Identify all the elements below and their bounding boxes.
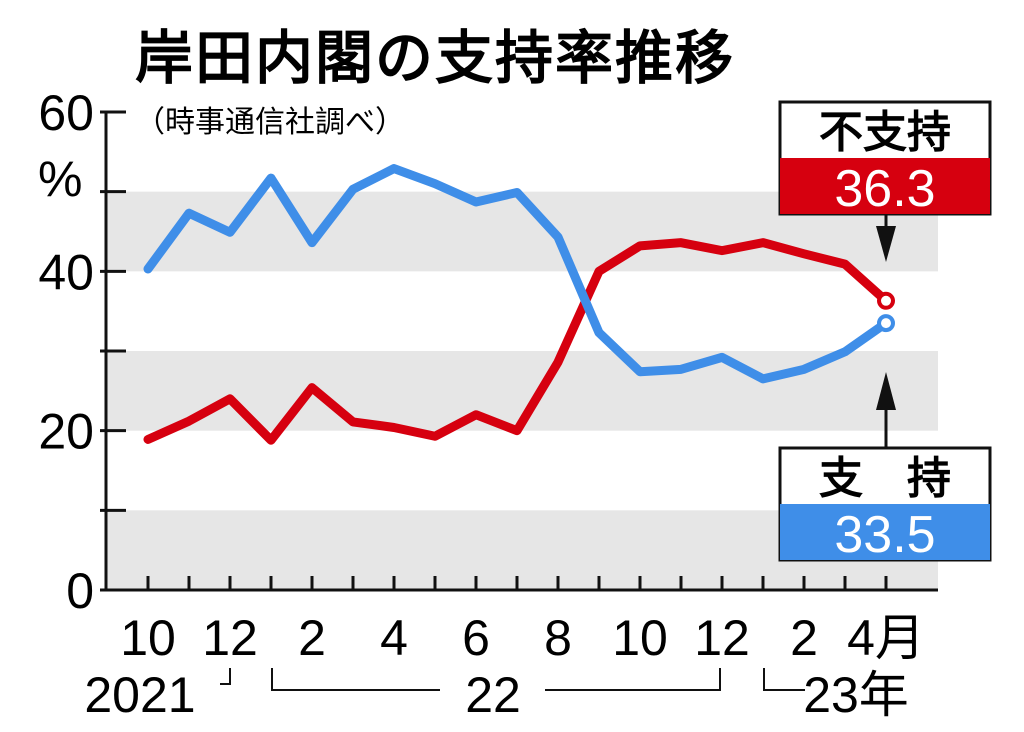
y-tick-label: 0 [66,563,94,619]
callout-value-bg [780,158,990,214]
series-lines [143,164,895,445]
x-tick-label: 2 [790,610,818,666]
callout-pointer [876,372,896,410]
y-axis: 0 20 40 60% [38,85,126,619]
x-tick-label: 10 [612,610,668,666]
y-axis-unit-label: % [38,151,82,207]
y-tick-label: 40 [38,244,94,300]
chart-subtitle: （時事通信社調べ） [135,105,405,140]
year-bracket [763,668,805,691]
series-end-marker [877,314,895,333]
y-tick-label: 60 [38,85,94,141]
x-tick-label: 8 [544,610,572,666]
y-tick-label: 20 [38,404,94,460]
callout-value-bg [780,504,990,560]
callout-pointer [876,226,896,262]
year-label: 2021 [84,667,195,723]
x-tick-label: 6 [462,610,490,666]
x-tick-label: 4 [380,610,408,666]
series-legend-label: 支 持 [819,453,951,504]
year-bracket [545,668,721,691]
x-tick-label: 12 [694,610,750,666]
x-tick-label: 4月 [847,610,925,666]
year-bracket [271,668,440,691]
series-line [143,164,891,384]
series-end-marker [877,291,895,310]
x-tick-label: 12 [202,610,258,666]
chart-title: 岸田内閣の支持率推移 [135,24,735,92]
year-label: 23年 [803,667,909,723]
series-line [143,238,891,445]
series-latest-value: 33.5 [834,506,935,564]
x-tick-label: 10 [120,610,176,666]
year-label: 22 [465,667,521,723]
series-latest-value: 36.3 [834,160,935,218]
series-legend-label: 不支持 [819,107,951,158]
year-bracket [220,668,231,685]
callout-box: 支 持33.5 [778,372,992,564]
x-tick-label: 2 [298,610,326,666]
